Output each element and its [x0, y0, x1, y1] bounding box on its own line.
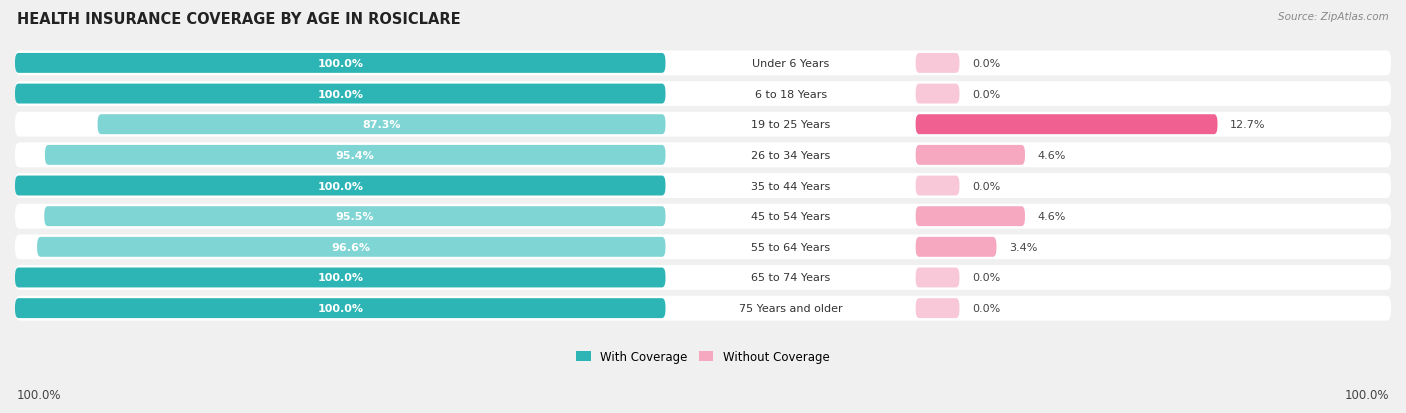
- FancyBboxPatch shape: [37, 237, 665, 257]
- FancyBboxPatch shape: [15, 296, 1391, 321]
- FancyBboxPatch shape: [915, 237, 997, 257]
- FancyBboxPatch shape: [915, 145, 1025, 166]
- Text: 26 to 34 Years: 26 to 34 Years: [751, 150, 830, 161]
- Text: 0.0%: 0.0%: [972, 89, 1000, 99]
- FancyBboxPatch shape: [915, 84, 959, 104]
- Legend: With Coverage, Without Coverage: With Coverage, Without Coverage: [572, 346, 834, 368]
- Text: 100.0%: 100.0%: [318, 273, 363, 283]
- Text: 100.0%: 100.0%: [318, 304, 363, 313]
- Text: Source: ZipAtlas.com: Source: ZipAtlas.com: [1278, 12, 1389, 22]
- FancyBboxPatch shape: [915, 207, 1025, 227]
- Text: 19 to 25 Years: 19 to 25 Years: [751, 120, 830, 130]
- Text: Under 6 Years: Under 6 Years: [752, 59, 830, 69]
- Text: 100.0%: 100.0%: [318, 59, 363, 69]
- Text: 3.4%: 3.4%: [1010, 242, 1038, 252]
- FancyBboxPatch shape: [915, 115, 1218, 135]
- FancyBboxPatch shape: [15, 174, 1391, 199]
- FancyBboxPatch shape: [15, 235, 1391, 260]
- Text: 75 Years and older: 75 Years and older: [738, 304, 842, 313]
- FancyBboxPatch shape: [45, 145, 665, 166]
- Text: 0.0%: 0.0%: [972, 181, 1000, 191]
- Text: HEALTH INSURANCE COVERAGE BY AGE IN ROSICLARE: HEALTH INSURANCE COVERAGE BY AGE IN ROSI…: [17, 12, 461, 27]
- Text: 12.7%: 12.7%: [1230, 120, 1265, 130]
- Text: 65 to 74 Years: 65 to 74 Years: [751, 273, 830, 283]
- Text: 96.6%: 96.6%: [332, 242, 371, 252]
- FancyBboxPatch shape: [15, 299, 665, 318]
- Text: 0.0%: 0.0%: [972, 273, 1000, 283]
- Text: 45 to 54 Years: 45 to 54 Years: [751, 211, 830, 222]
- Text: 0.0%: 0.0%: [972, 304, 1000, 313]
- Text: 95.5%: 95.5%: [336, 211, 374, 222]
- FancyBboxPatch shape: [15, 176, 665, 196]
- Text: 6 to 18 Years: 6 to 18 Years: [755, 89, 827, 99]
- Text: 87.3%: 87.3%: [363, 120, 401, 130]
- FancyBboxPatch shape: [44, 207, 665, 227]
- Text: 100.0%: 100.0%: [318, 181, 363, 191]
- FancyBboxPatch shape: [15, 54, 665, 74]
- Text: 0.0%: 0.0%: [972, 59, 1000, 69]
- FancyBboxPatch shape: [15, 112, 1391, 137]
- FancyBboxPatch shape: [97, 115, 665, 135]
- Text: 55 to 64 Years: 55 to 64 Years: [751, 242, 830, 252]
- FancyBboxPatch shape: [915, 299, 959, 318]
- Text: 100.0%: 100.0%: [1344, 388, 1389, 401]
- Text: 4.6%: 4.6%: [1038, 150, 1066, 161]
- FancyBboxPatch shape: [15, 82, 1391, 107]
- Text: 100.0%: 100.0%: [318, 89, 363, 99]
- FancyBboxPatch shape: [15, 51, 1391, 76]
- Text: 100.0%: 100.0%: [17, 388, 62, 401]
- FancyBboxPatch shape: [15, 268, 665, 288]
- FancyBboxPatch shape: [15, 84, 665, 104]
- FancyBboxPatch shape: [915, 176, 959, 196]
- FancyBboxPatch shape: [15, 266, 1391, 290]
- Text: 35 to 44 Years: 35 to 44 Years: [751, 181, 830, 191]
- Text: 95.4%: 95.4%: [336, 150, 374, 161]
- FancyBboxPatch shape: [915, 54, 959, 74]
- FancyBboxPatch shape: [15, 143, 1391, 168]
- Text: 4.6%: 4.6%: [1038, 211, 1066, 222]
- FancyBboxPatch shape: [915, 268, 959, 288]
- FancyBboxPatch shape: [15, 204, 1391, 229]
